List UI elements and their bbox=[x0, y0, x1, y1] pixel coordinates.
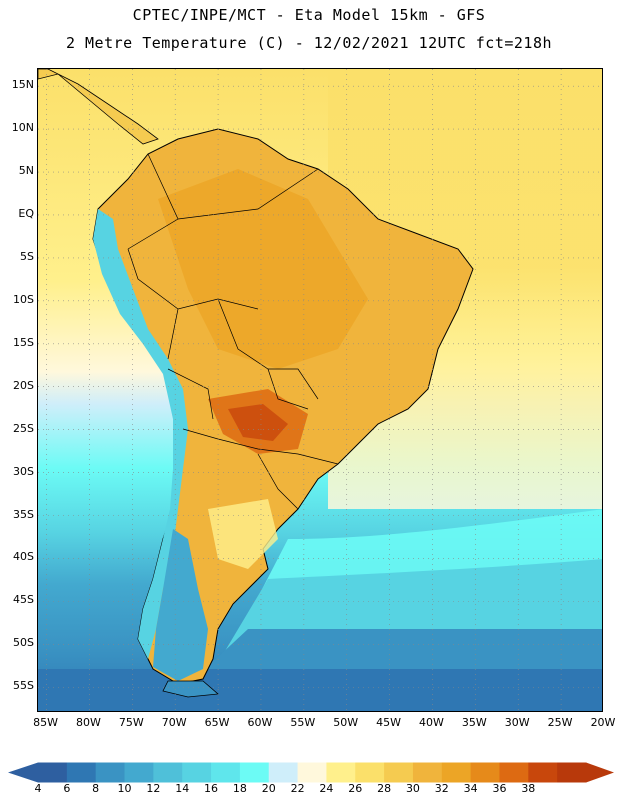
lat-label: 20S bbox=[13, 378, 34, 392]
colorbar-swatch bbox=[412, 762, 443, 783]
colorbar bbox=[8, 762, 614, 783]
lat-label: 15N bbox=[11, 78, 34, 92]
colorbar-tick-label: 30 bbox=[405, 782, 420, 795]
lon-label: 45W bbox=[376, 716, 402, 729]
lat-label: 10N bbox=[11, 121, 34, 135]
lat-label: 10S bbox=[13, 292, 34, 306]
colorbar-tick-label: 18 bbox=[232, 782, 247, 795]
colorbar-swatch bbox=[470, 762, 500, 783]
chaco-hottest-zone bbox=[228, 404, 288, 441]
lon-label: 40W bbox=[419, 716, 444, 729]
central-america bbox=[38, 69, 159, 145]
lon-label: 60W bbox=[247, 716, 273, 729]
colorbar-swatch bbox=[239, 762, 270, 783]
lon-label: 55W bbox=[290, 716, 316, 729]
colorbar-swatch bbox=[384, 762, 414, 783]
colorbar-right-arrow bbox=[586, 762, 614, 783]
lat-label: 50S bbox=[13, 636, 34, 650]
colorbar-swatch bbox=[66, 762, 97, 783]
colorbar-swatch bbox=[557, 762, 587, 783]
lat-label: 5N bbox=[18, 164, 34, 178]
colorbar-tick-label: 22 bbox=[290, 782, 305, 795]
lat-label: 45S bbox=[13, 593, 34, 607]
colorbar-swatch bbox=[441, 762, 472, 783]
colorbar-left-arrow bbox=[8, 762, 38, 783]
lat-label: 40S bbox=[13, 550, 34, 564]
lon-label: 25W bbox=[547, 716, 573, 729]
lon-label: 20W bbox=[590, 716, 616, 729]
colorbar-swatch bbox=[95, 762, 126, 783]
colorbar-tick-label: 26 bbox=[348, 782, 363, 795]
andes-cold-strip bbox=[93, 209, 188, 659]
amazon-warm-zone bbox=[158, 169, 368, 369]
colorbar-tick-label: 20 bbox=[261, 782, 276, 795]
colorbar-tick-label: 4 bbox=[34, 782, 42, 795]
colorbar-tick-label: 16 bbox=[204, 782, 219, 795]
title-line-2: 2 Metre Temperature (C) - 12/02/2021 12U… bbox=[65, 34, 553, 52]
colorbar-swatch bbox=[38, 762, 68, 783]
colorbar-swatch bbox=[355, 762, 385, 783]
colorbar-swatch bbox=[182, 762, 212, 783]
colorbar-swatch bbox=[153, 762, 183, 783]
country-borders bbox=[127, 153, 339, 510]
colorbar-tick-label: 12 bbox=[146, 782, 161, 795]
title-line-1: CPTEC/INPE/MCT - Eta Model 15km - GFS bbox=[132, 6, 486, 24]
colorbar-swatch bbox=[268, 762, 299, 783]
lon-label: 65W bbox=[204, 716, 230, 729]
colorbar-tick-label: 8 bbox=[92, 782, 100, 795]
temperature-map bbox=[37, 68, 603, 712]
colorbar-tick-label: 36 bbox=[492, 782, 507, 795]
colorbar-swatch bbox=[124, 762, 154, 783]
lon-label: 85W bbox=[33, 716, 58, 729]
colorbar-tick-label: 34 bbox=[463, 782, 478, 795]
colorbar-tick-label: 32 bbox=[434, 782, 449, 795]
pampas-mild-zone bbox=[208, 499, 278, 569]
colorbar-swatch bbox=[499, 762, 529, 783]
colorbar-swatch bbox=[326, 762, 356, 783]
colorbar-tick-label: 10 bbox=[117, 782, 132, 795]
lat-label: 25S bbox=[13, 421, 34, 435]
map-canvas bbox=[38, 69, 602, 711]
colorbar-tick-label: 24 bbox=[319, 782, 334, 795]
lon-label: 70W bbox=[161, 716, 187, 729]
colorbar-swatch bbox=[211, 762, 241, 783]
southern-ocean-band bbox=[38, 669, 602, 711]
tierra-del-fuego bbox=[162, 680, 219, 698]
lat-label: 35S bbox=[13, 507, 34, 521]
lon-label: 35W bbox=[461, 716, 487, 729]
colorbar-tick-label: 28 bbox=[377, 782, 392, 795]
lat-label: 55S bbox=[13, 679, 34, 693]
colorbar-tick-label: 38 bbox=[521, 782, 536, 795]
colorbar-tick-label: 14 bbox=[175, 782, 190, 795]
lat-label: 30S bbox=[13, 464, 34, 478]
lon-label: 50W bbox=[333, 716, 359, 729]
lat-label: 15S bbox=[13, 335, 34, 349]
colorbar-tick-label: 6 bbox=[63, 782, 71, 795]
lat-label: 5S bbox=[20, 249, 34, 263]
lon-label: 30W bbox=[504, 716, 530, 729]
patagonia-cool-zone bbox=[153, 529, 208, 681]
lon-label: 80W bbox=[76, 716, 101, 729]
colorbar-swatch bbox=[297, 762, 327, 783]
lat-label: EQ bbox=[18, 206, 34, 220]
lon-label: 75W bbox=[118, 716, 144, 729]
colorbar-swatch bbox=[528, 762, 558, 783]
